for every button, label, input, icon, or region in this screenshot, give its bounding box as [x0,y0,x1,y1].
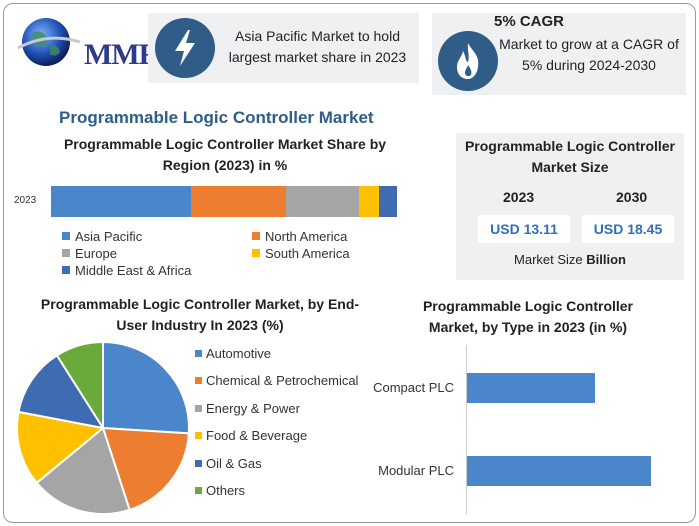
market-size-panel: Programmable Logic Controller Market Siz… [456,133,684,280]
market-size-value-2030: USD 18.45 [582,215,674,243]
legend-item: North America [252,229,347,244]
type-title: Programmable Logic Controller Market, by… [422,298,634,335]
pie-slice [55,341,104,432]
legend-swatch [252,232,260,240]
legend-item: Food & Beverage [195,428,307,443]
legend-swatch [62,249,70,257]
pie-slice [16,410,106,485]
bar-segment [358,186,379,217]
market-size-year-2023: 2023 [503,189,535,205]
legend-label: Europe [75,246,117,261]
logo-text: MMR [84,38,160,71]
type-bar [467,456,652,486]
legend-label: Middle East & Africa [75,263,192,278]
callout-asia-pacific: Asia Pacific Market to hold largest mark… [148,13,419,83]
legend-swatch [195,350,202,357]
type-bar [467,373,596,403]
market-size-title: Programmable Logic Controller Market Siz… [464,138,676,175]
bar-segment [191,186,287,217]
legend-swatch [195,377,202,385]
legend-label: Energy & Power [206,400,300,416]
legend-item: Asia Pacific [62,229,142,244]
legend-item: Chemical & Petrochemical [195,373,358,388]
callout-text: Asia Pacific Market to hold largest mark… [228,28,407,65]
legend-swatch [252,249,260,257]
legend-item: Energy & Power [195,401,300,416]
callout-text: Market to grow at a CAGR of 5% during 20… [499,36,679,73]
globe-icon [17,18,81,66]
pie-slice [102,341,190,435]
type-bar-label: Compact PLC [373,380,454,395]
pie-slice [101,426,190,512]
legend-swatch [195,404,202,412]
callout-cagr: 5% CAGR Market to grow at a CAGR of 5% d… [432,13,686,95]
end-user-title: Programmable Logic Controller Market, by… [40,296,360,333]
logo: MMR [14,12,160,72]
legend-item: Europe [62,246,117,261]
legend-item: Oil & Gas [195,456,262,471]
legend-label: Food & Beverage [206,428,308,444]
end-user-pie-chart [16,341,190,515]
pie-slice [17,354,106,430]
market-size-year-2030: 2030 [616,189,648,205]
legend-item: Middle East & Africa [62,263,191,278]
region-stacked-bar [51,186,397,217]
bar-segment [51,186,192,217]
cagr-heading: 5% CAGR [494,13,565,30]
legend-label: North America [265,229,348,244]
legend-item: South America [252,246,350,261]
type-bar-label: Modular PLC [378,463,454,478]
legend-label: Asia Pacific [75,229,143,244]
legend-label: South America [265,246,350,261]
legend-swatch [195,432,202,440]
legend-label: Automotive [206,346,272,361]
market-size-value-2023: USD 13.11 [478,215,570,243]
legend-swatch [195,459,202,467]
legend-swatch [62,232,70,240]
legend-item: Others [195,483,245,498]
legend-swatch [195,487,202,494]
page-title: Programmable Logic Controller Market [59,108,374,127]
market-size-unit-prefix: Market Size [514,252,587,267]
legend-item: Automotive [195,346,271,361]
bar-category-label: 2023 [14,195,37,206]
pie-slice [35,426,131,515]
type-bar-chart [466,345,666,515]
market-size-unit: Market Size Billion [456,252,684,267]
flame-icon [438,31,498,91]
legend-label: Others [206,483,246,498]
region-share-title: Programmable Logic Controller Market Sha… [63,136,387,173]
bar-segment [378,186,397,217]
legend-swatch [62,266,70,274]
infographic-frame [3,3,696,523]
bar-segment [286,186,359,217]
market-size-unit-bold: Billion [586,252,626,267]
legend-label: Chemical & Petrochemical [206,373,359,389]
lightning-icon [155,18,215,78]
legend-label: Oil & Gas [206,455,262,471]
